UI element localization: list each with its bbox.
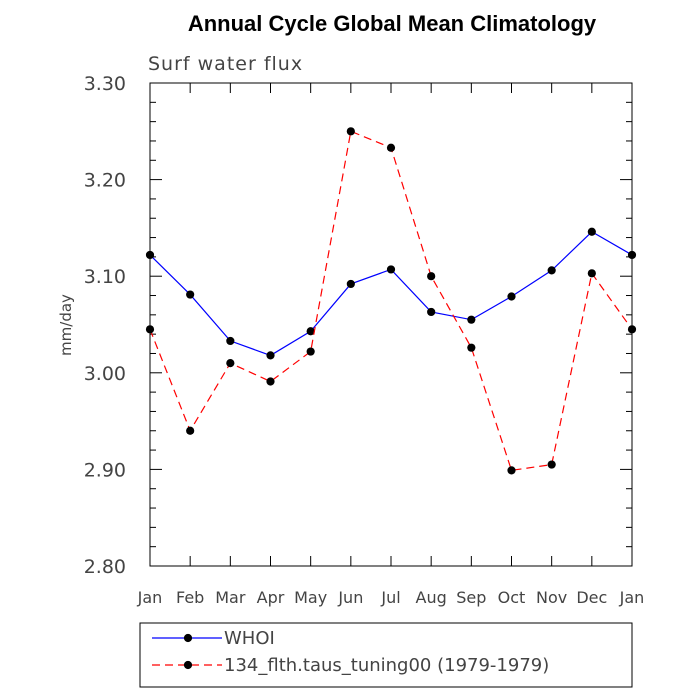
series-2-point (627, 325, 637, 334)
chart-title: Annual Cycle Global Mean Climatology (188, 11, 597, 36)
series-2-point (507, 466, 516, 475)
y-tick-label: 3.00 (84, 363, 126, 385)
x-tick-label: Dec (576, 588, 607, 607)
x-tick-label: Feb (176, 588, 204, 607)
x-tick-label: Oct (498, 588, 526, 607)
series-2-point (186, 426, 195, 435)
series-layer (145, 127, 637, 475)
series-1-point (266, 351, 275, 360)
x-tick-label: Jan (137, 588, 163, 607)
series-line-1 (149, 231, 633, 357)
series-2-point (306, 347, 315, 356)
series-2-point (427, 272, 436, 281)
series-1-point (306, 327, 315, 336)
series-line-2 (149, 130, 633, 472)
x-tick-label: Mar (215, 588, 246, 607)
x-tick-label: Jun (337, 588, 363, 607)
x-tick-label: Nov (536, 588, 567, 607)
legend-marker-1 (183, 633, 193, 643)
x-tick-label: May (294, 588, 327, 607)
plot-frame (149, 82, 633, 567)
series-1-point (467, 315, 476, 324)
series-1-point (145, 250, 155, 260)
series-2-point (467, 343, 476, 352)
series-2-point (145, 325, 155, 334)
y-axis-label: mm/day (57, 294, 75, 356)
series-1-point (627, 250, 637, 260)
x-tick-label: Jan (619, 588, 645, 607)
y-tick-label: 2.80 (84, 556, 126, 578)
legend-label-2: 134_flth.taus_tuning00 (1979-1979) (224, 655, 549, 676)
legend-box (139, 622, 633, 688)
series-2-point (386, 143, 396, 152)
axes-layer: 2.80 2.90 3.00 3.10 3.20 3.30 Jan Feb Mar Apr May J… (84, 73, 645, 607)
x-tick-label: Apr (257, 588, 285, 607)
legend: WHOI 134_flth.taus_tuning00 (1979-1979) (139, 622, 633, 688)
series-2-point (346, 127, 355, 136)
y-tick-label: 2.90 (84, 459, 126, 481)
series-1-point (427, 307, 436, 317)
series-1-point (226, 336, 235, 346)
x-tick-label: Aug (416, 588, 447, 607)
series-2-point (266, 377, 275, 386)
legend-marker-2 (183, 660, 193, 670)
chart-subtitle: Surf water flux (148, 53, 303, 75)
y-tick-label: 3.20 (84, 170, 126, 192)
series-2-point (226, 359, 235, 368)
y-tick-label: 3.10 (84, 266, 126, 288)
series-1-point (186, 290, 195, 299)
series-1-point (547, 266, 556, 275)
series-1-point (386, 265, 396, 274)
series-1-point (346, 279, 355, 289)
legend-label-1: WHOI (224, 628, 275, 649)
series-1-point (587, 227, 596, 236)
series-1-point (507, 292, 516, 301)
series-2-point (547, 460, 556, 469)
series-2-point (587, 269, 596, 278)
y-tick-label: 3.30 (84, 73, 126, 95)
x-tick-label: Jul (380, 588, 400, 607)
x-tick-label: Sep (456, 588, 486, 607)
